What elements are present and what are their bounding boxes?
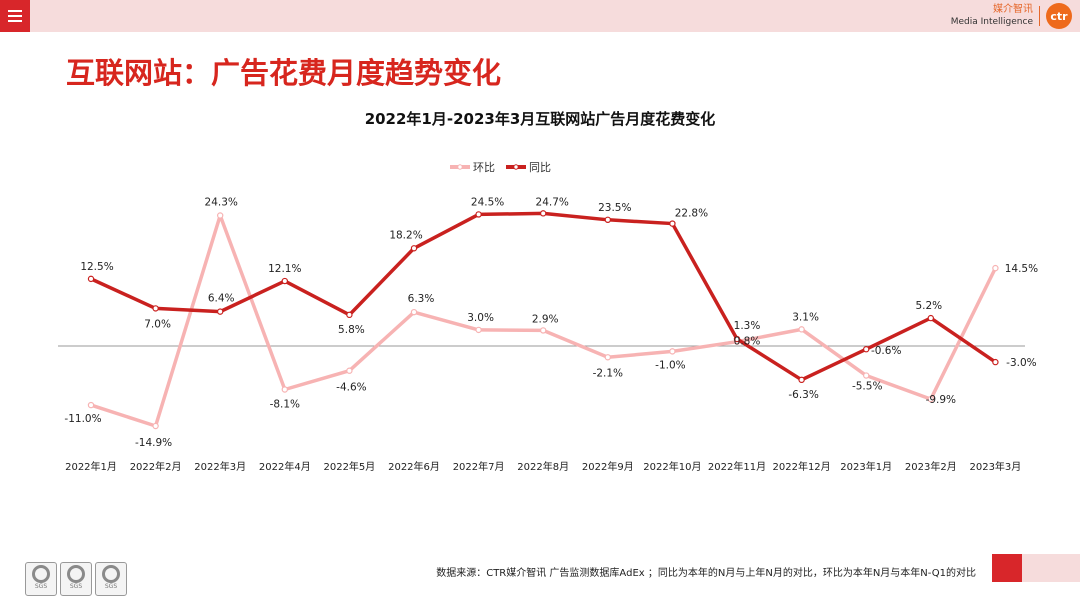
data-point	[87, 401, 95, 409]
data-label: 12.5%	[80, 261, 113, 273]
x-tick-label: 2022年7月	[453, 460, 505, 473]
x-tick-label: 2022年5月	[323, 460, 375, 473]
source-note: 数据来源：CTR媒介智讯 广告监测数据库AdEx ；同比为本年的N月与上年N月的…	[436, 568, 976, 579]
data-label: 24.7%	[536, 196, 569, 208]
data-label: 14.5%	[1005, 263, 1038, 275]
data-label: 12.1%	[268, 263, 301, 275]
brand-divider	[1039, 6, 1040, 26]
footer-band	[1022, 554, 1080, 582]
data-label: 24.5%	[471, 196, 504, 208]
data-label: -9.9%	[926, 394, 956, 406]
sgs-seal-icon: SGS	[60, 562, 92, 596]
data-label: 7.0%	[144, 318, 171, 330]
data-label: -5.5%	[852, 381, 882, 393]
sgs-seal-icon: SGS	[25, 562, 57, 596]
data-point	[604, 354, 612, 361]
data-label: 23.5%	[598, 202, 631, 214]
hamburger-menu-icon[interactable]	[0, 0, 30, 32]
x-tick-label: 2022年12月	[773, 460, 831, 473]
legend-marker-1	[457, 164, 463, 170]
legend-label-1: 环比	[473, 161, 495, 174]
data-label: 3.1%	[792, 311, 819, 323]
data-label: 22.8%	[675, 208, 708, 220]
x-tick-label: 2022年4月	[259, 460, 311, 473]
certification-seals: SGS SGS SGS	[25, 562, 130, 596]
page-title: 互联网站：广告花费月度趋势变化	[66, 56, 502, 90]
data-point	[281, 386, 288, 393]
data-point	[669, 348, 676, 355]
data-point	[475, 211, 482, 218]
x-tick-label: 2023年2月	[905, 460, 957, 473]
x-tick-label: 2023年3月	[969, 460, 1021, 473]
data-point	[927, 314, 935, 322]
data-point	[863, 346, 870, 353]
data-point	[927, 395, 935, 403]
data-point	[281, 277, 288, 285]
x-tick-label: 2022年2月	[130, 460, 182, 473]
legend-label-2: 同比	[529, 161, 551, 174]
data-label: 5.2%	[915, 300, 942, 312]
data-label: -6.3%	[788, 389, 818, 401]
data-point	[798, 326, 805, 333]
data-point	[540, 327, 547, 334]
data-point	[346, 367, 353, 374]
data-point	[798, 376, 805, 384]
legend-marker-2	[513, 164, 519, 170]
data-label: -2.1%	[593, 367, 623, 379]
chart-title: 2022年1月-2023年3月互联网站广告月度花费变化	[364, 110, 716, 128]
data-label: -1.0%	[655, 359, 685, 371]
x-tick-label: 2022年3月	[194, 460, 246, 473]
data-point	[152, 422, 159, 430]
data-label: -8.1%	[270, 398, 300, 410]
data-point	[475, 326, 482, 334]
sgs-seal-icon: SGS	[95, 562, 127, 596]
data-label: 3.0%	[467, 312, 494, 324]
data-label: 2.9%	[532, 313, 559, 325]
data-label: 0.8%	[734, 336, 761, 348]
data-label: -3.0%	[1006, 357, 1036, 369]
footer-accent-block	[992, 554, 1022, 582]
data-label: -4.6%	[336, 382, 366, 394]
data-label: 6.4%	[208, 293, 235, 305]
data-label: 18.2%	[389, 229, 422, 241]
x-tick-label: 2022年10月	[643, 460, 701, 473]
data-label: 1.3%	[734, 320, 761, 332]
data-point	[216, 308, 224, 315]
data-point	[87, 275, 95, 283]
data-point	[540, 210, 547, 217]
data-point	[669, 220, 676, 227]
x-tick-label: 2022年1月	[65, 460, 117, 473]
brand-name-cn: 媒介智讯	[993, 4, 1033, 15]
x-tick-label: 2022年8月	[517, 460, 569, 473]
x-tick-label: 2022年6月	[388, 460, 440, 473]
data-label: -14.9%	[135, 437, 172, 449]
top-band	[0, 0, 1080, 32]
brand-logo-group: 媒介智讯 Media Intelligence ctr	[951, 3, 1072, 29]
data-point	[410, 245, 418, 252]
data-label: -11.0%	[64, 413, 101, 425]
data-point	[992, 358, 999, 366]
x-tick-label: 2022年9月	[582, 460, 634, 473]
data-point	[152, 305, 159, 312]
ctr-logo-icon: ctr	[1046, 3, 1072, 29]
data-label: -0.6%	[871, 345, 901, 357]
data-label: 5.8%	[338, 324, 365, 336]
data-point	[992, 264, 999, 272]
data-label: 6.3%	[408, 293, 435, 305]
data-point	[733, 335, 741, 343]
data-point	[216, 212, 224, 219]
x-tick-label: 2023年1月	[840, 460, 892, 473]
brand-name-en: Media Intelligence	[950, 17, 1033, 27]
data-point	[863, 372, 870, 379]
x-tick-label: 2022年11月	[708, 460, 766, 473]
data-point	[604, 216, 612, 224]
data-point	[410, 308, 418, 316]
data-label: 24.3%	[205, 197, 238, 209]
data-point	[346, 311, 353, 319]
